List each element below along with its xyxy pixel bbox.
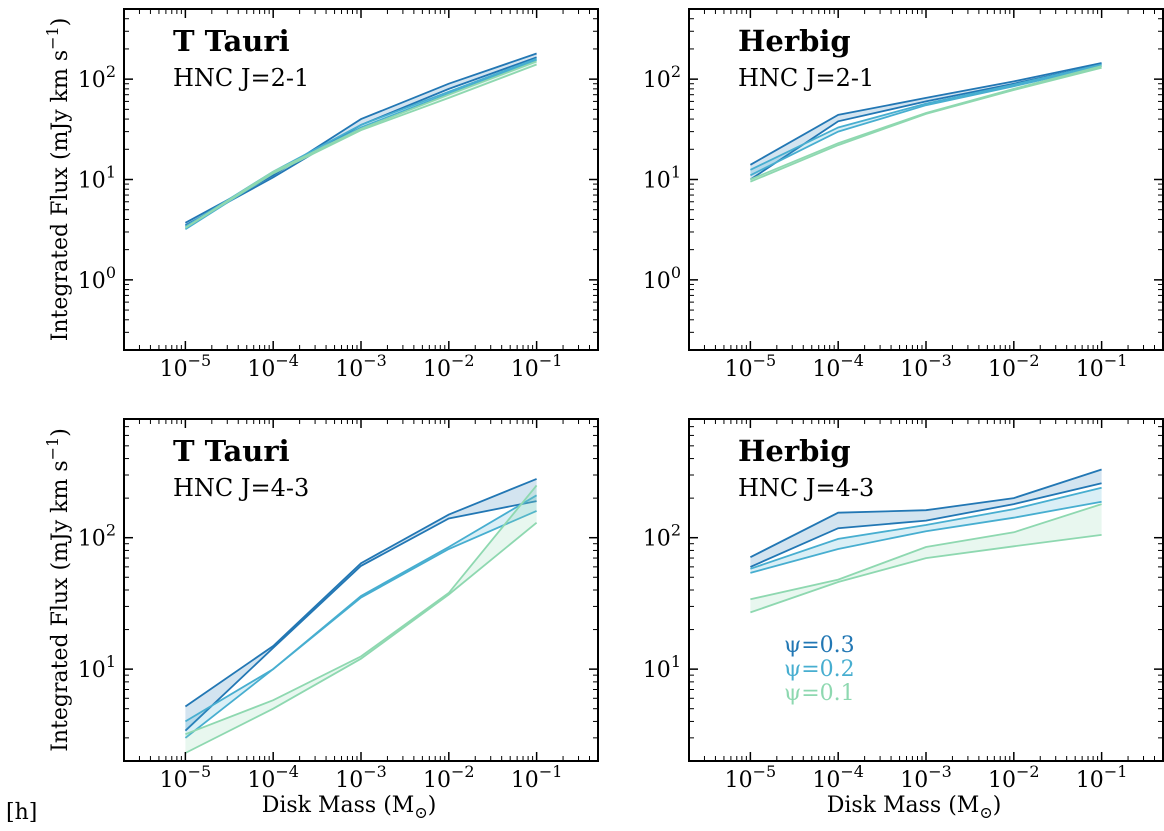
series-band-0 [185,478,537,731]
x-tick-label: 10−3 [335,351,387,382]
series-upper-line-1 [750,63,1102,171]
series-upper-line-0 [184,478,537,708]
x-axis-label: Disk Mass (M⊙) [262,793,437,822]
series-upper-line-1 [750,486,1102,570]
y-tick-label: 102 [78,521,116,552]
x-tick-label: 10−5 [725,762,777,793]
y-axis-label: Integrated Flux (mJy km s−1) [43,428,73,752]
x-tick-label: 10−1 [1076,351,1128,382]
legend: ψ=0.3ψ=0.2ψ=0.1 [784,633,855,706]
series-lower-line-2 [750,534,1102,614]
x-tick-label: 10−3 [900,762,952,793]
panel-subtitle: HNC J=2-1 [738,64,874,92]
x-tick-label: 10−2 [988,762,1040,793]
series-upper-line-1 [184,494,538,723]
x-tick-label: 10−4 [812,762,864,793]
x-tick-label: 10−2 [988,351,1040,382]
y-tick-label: 102 [643,62,681,93]
x-tick-label: 10−4 [812,351,864,382]
panel-title: T Tauri [173,434,290,468]
x-tick-label: 10−2 [423,762,475,793]
y-tick-label: 101 [78,652,116,683]
x-tick-label: 10−5 [725,351,777,382]
x-tick-label: 10−2 [423,351,475,382]
data-layer [749,62,1102,183]
y-tick-label: 102 [643,521,681,552]
series-lower-line-1 [750,500,1102,574]
y-tick-label: 101 [643,163,681,194]
x-tick-label: 10−3 [335,762,387,793]
x-tick-label: 10−4 [247,351,299,382]
y-tick-label: 101 [78,163,116,194]
series-band-0 [750,469,1102,567]
footnote: [h] [6,800,38,825]
panel-title: T Tauri [173,24,290,58]
x-tick-label: 10−1 [511,351,563,382]
series-upper-line-2 [184,60,537,229]
panel-subtitle: HNC J=4-3 [738,474,874,502]
series-upper-line-0 [749,468,1102,559]
y-tick-label: 100 [643,263,681,294]
x-tick-label: 10−1 [1076,762,1128,793]
data-layer [184,52,537,230]
plot-frame [688,418,1164,762]
panel-title: Herbig [738,434,851,468]
x-tick-label: 10−1 [511,762,563,793]
legend-entry: ψ=0.1 [784,681,855,706]
panel-4: 10−5 10−4 10−3 10−2 10−1 101 102 Herbig HNC J=4-… [643,418,1164,822]
y-tick-label: 101 [643,652,681,683]
x-axis-label: Disk Mass (M⊙) [827,793,1002,822]
series-lower-line-1 [184,510,537,739]
data-layer [749,468,1102,614]
y-tick-label: 100 [78,263,116,294]
x-tick-label: 10−4 [247,762,299,793]
panel-1: 10−5 10−4 10−3 10−2 10−1 100 101 102 T Tauri HNC … [43,8,599,382]
series-lower-line-2 [184,63,537,229]
y-axis-label: Integrated Flux (mJy km s−1) [43,18,73,342]
panel-subtitle: HNC J=2-1 [173,64,309,92]
series-lower-line-2 [184,522,538,754]
panel-subtitle: HNC J=4-3 [173,474,309,502]
panel-title: Herbig [738,24,851,58]
legend-entry: ψ=0.3 [784,633,855,658]
series-lower-line-1 [749,65,1102,177]
series-band-2 [185,485,537,753]
panel-3: 10−5 10−4 10−3 10−2 10−1 101 102 T Tauri HNC J=4… [43,418,599,822]
series-upper-line-2 [185,484,538,736]
series-upper-line-2 [750,503,1102,601]
series-band-1 [185,495,537,738]
y-tick-label: 102 [78,62,116,93]
x-tick-label: 10−5 [160,351,212,382]
series-lower-line-0 [184,500,537,732]
series-upper-line-0 [749,62,1102,166]
legend-entry: ψ=0.2 [784,657,855,682]
series-lower-line-2 [750,66,1102,183]
series-lower-line-0 [750,482,1102,568]
x-tick-label: 10−3 [900,351,952,382]
data-layer [184,478,538,754]
plot-frame [688,8,1164,351]
x-tick-label: 10−5 [160,762,212,793]
panel-2: 10−5 10−4 10−3 10−2 10−1 100 101 102 Herbig HNC J… [643,8,1164,382]
